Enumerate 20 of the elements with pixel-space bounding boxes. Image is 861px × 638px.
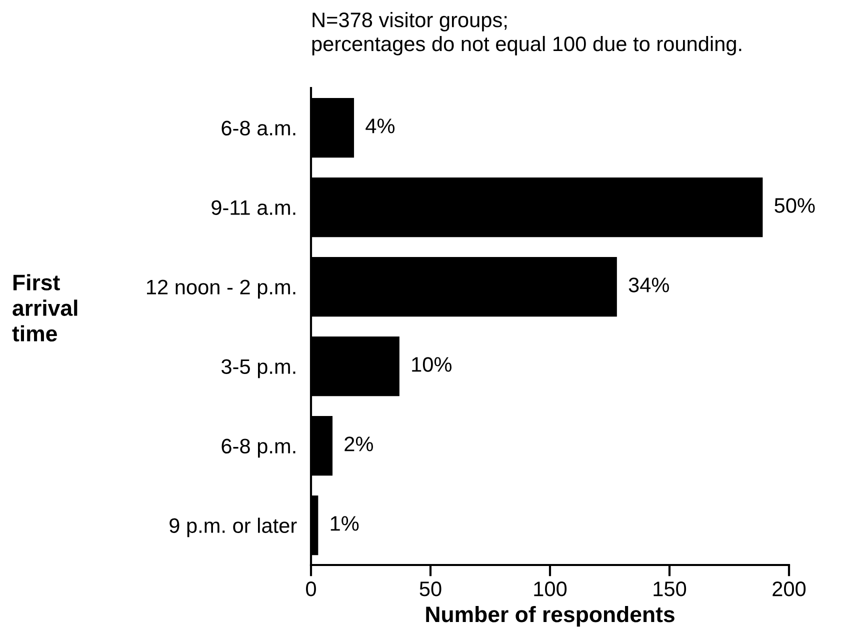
y-tick-label: 12 noon - 2 p.m. [147,280,296,299]
annotation: 4% [366,118,394,134]
y-tick-label: 9 p.m. or later [170,518,297,538]
y-tick-label: 6-8 a.m. [222,120,296,136]
y-axis-title: First arrival time [12,274,78,342]
y-tick-label: 9-11 a.m. [212,200,296,216]
x-tick-label: 100 [534,582,567,596]
y-tick-label: 6-8 p.m. [222,438,296,458]
y-tick-label: 3-5 p.m. [221,359,296,378]
x-tick-label: 0 [306,582,316,596]
x-tick-label: 200 [772,582,806,596]
x-tick-label: 150 [654,582,686,596]
annotation: 2% [344,436,373,452]
annotation: 50% [774,198,815,213]
x-axis-title: Number of respondents [426,606,674,627]
annotation: 34% [628,278,669,292]
annotation: 1% [330,516,359,531]
text: N=378 visitor groups; percentages do not equal 100 due to rounding. [312,12,742,56]
annotation: 10% [412,357,452,372]
x-tick-label: 50 [420,582,442,596]
